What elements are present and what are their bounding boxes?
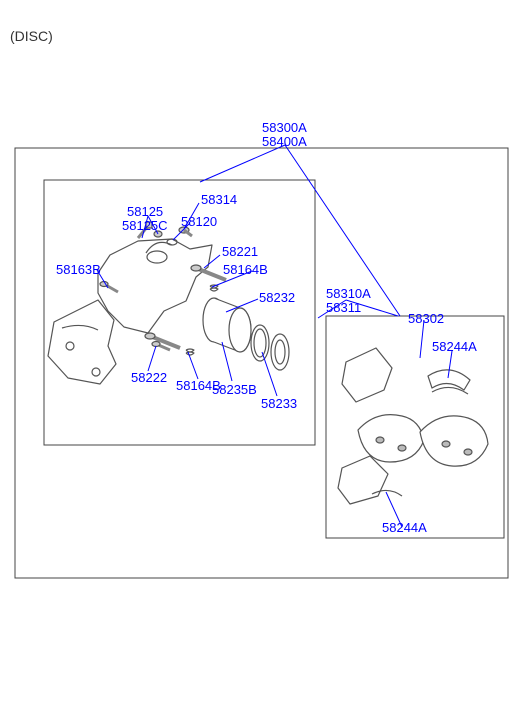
part-shim-1: [342, 348, 392, 402]
part-piston: [203, 298, 251, 352]
label-58311: 58311: [326, 300, 361, 315]
part-piston-boot: [271, 334, 289, 370]
part-pin-boot-lower: [186, 349, 194, 355]
label-58163B: 58163B: [56, 262, 101, 277]
label-58302: 58302: [408, 311, 444, 326]
label-58125: 58125: [127, 204, 163, 219]
label-58221: 58221: [222, 244, 258, 259]
part-pad-inner: [358, 415, 424, 462]
label-58300A: 58300A: [262, 120, 307, 135]
part-caliper-boss: [147, 251, 167, 263]
label-58164B-upper: 58164B: [223, 262, 268, 277]
diagram-svg: [0, 0, 532, 727]
label-58120: 58120: [181, 214, 217, 229]
pad-kit: [338, 348, 488, 504]
label-58310A: 58310A: [326, 286, 371, 301]
part-shim-2: [338, 456, 388, 504]
label-58125C: 58125C: [122, 218, 168, 233]
label-58235B: 58235B: [212, 382, 257, 397]
part-pad-outer: [420, 416, 488, 466]
label-58400A: 58400A: [262, 134, 307, 149]
part-piston-seal: [251, 325, 269, 361]
label-58232: 58232: [259, 290, 295, 305]
label-58244A-upper: 58244A: [432, 339, 477, 354]
label-58222: 58222: [131, 370, 167, 385]
part-carrier-bracket: [48, 300, 116, 384]
label-58314: 58314: [201, 192, 237, 207]
label-58233: 58233: [261, 396, 297, 411]
label-58244A-lower: 58244A: [382, 520, 427, 535]
